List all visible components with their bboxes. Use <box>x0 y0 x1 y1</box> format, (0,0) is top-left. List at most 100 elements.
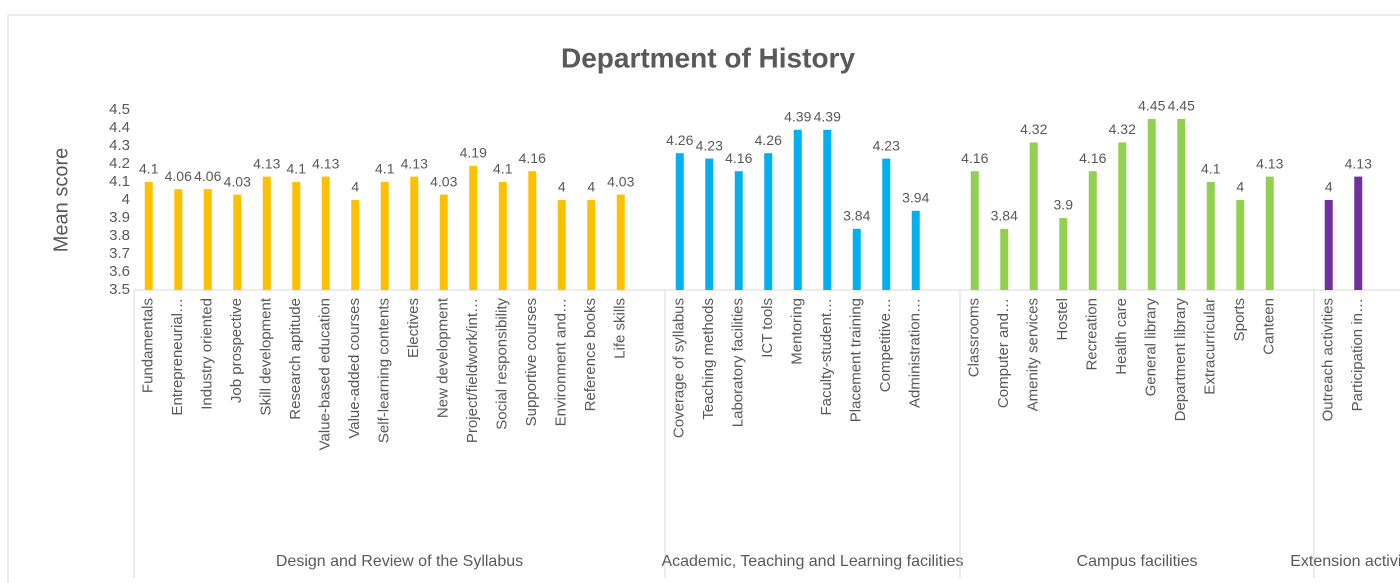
x-tick-label: Project/fieldwork/int… <box>464 298 481 443</box>
bar <box>675 153 684 290</box>
bar <box>587 200 596 290</box>
value-label: 3.94 <box>902 190 929 206</box>
bar <box>1265 176 1274 290</box>
y-tick-label: 3.8 <box>109 227 130 244</box>
x-tick-label: Supportive courses <box>523 298 540 426</box>
bar <box>262 176 271 290</box>
bar <box>1059 218 1068 290</box>
bar <box>410 176 419 290</box>
value-label: 4.39 <box>814 109 841 125</box>
bar <box>793 129 802 290</box>
y-tick-label: 4.3 <box>109 137 130 154</box>
value-label: 4.16 <box>519 150 546 166</box>
value-label: 4.16 <box>725 150 752 166</box>
value-label: 4.1 <box>287 161 307 177</box>
value-label: 4.39 <box>784 109 811 125</box>
value-label: 4 <box>1236 179 1244 195</box>
x-tick-label: Computer and… <box>995 298 1012 408</box>
bar <box>616 194 625 290</box>
value-label: 4.1 <box>375 161 395 177</box>
bar <box>734 171 743 290</box>
x-tick-label: Electives <box>405 298 422 358</box>
x-tick-label: Teaching methods <box>700 298 717 420</box>
y-tick-label: 4.5 <box>109 101 130 118</box>
bar <box>1029 142 1038 290</box>
bar <box>1118 142 1127 290</box>
bar <box>351 200 360 290</box>
value-label: 4.13 <box>312 155 339 171</box>
bar <box>882 158 891 290</box>
value-label: 4.13 <box>1256 155 1283 171</box>
bar <box>233 194 242 290</box>
bar <box>380 182 389 290</box>
value-label: 3.9 <box>1054 197 1074 213</box>
x-tick-label: Job prospective <box>228 298 245 403</box>
bar <box>1324 200 1333 290</box>
x-tick-label: New development <box>435 297 452 418</box>
x-tick-label: Faculty-student… <box>818 298 835 416</box>
x-tick-label: Classrooms <box>966 298 983 377</box>
value-label: 4.13 <box>1345 155 1372 171</box>
x-tick-label: Reference books <box>582 298 599 411</box>
bar <box>292 182 301 290</box>
y-tick-label: 4.4 <box>109 119 130 136</box>
bar <box>1000 228 1009 290</box>
value-label: 4.13 <box>401 155 428 171</box>
value-label: 4.06 <box>194 168 221 184</box>
bar <box>1236 200 1245 290</box>
group-label: Academic, Teaching and Learning faciliti… <box>661 553 963 570</box>
bar <box>174 189 183 290</box>
y-tick-label: 4.1 <box>109 173 130 190</box>
bar <box>823 129 832 290</box>
bar <box>970 171 979 290</box>
value-label: 4.1 <box>1201 161 1221 177</box>
y-tick-label: 3.6 <box>109 263 130 280</box>
bar <box>557 200 566 290</box>
value-label: 4 <box>351 179 359 195</box>
y-tick-label: 4 <box>122 191 130 208</box>
bar <box>1177 119 1186 290</box>
x-tick-label: Placement training <box>848 298 865 422</box>
x-tick-label: Hostel <box>1054 298 1071 341</box>
value-label: 4.23 <box>696 137 723 153</box>
value-label: 4.45 <box>1168 98 1195 114</box>
chart-border <box>7 14 1400 583</box>
x-tick-label: Recreation <box>1084 298 1101 371</box>
value-label: 4.13 <box>253 155 280 171</box>
bar <box>144 182 153 290</box>
bar <box>439 194 448 290</box>
x-tick-label: Amenity services <box>1025 298 1042 411</box>
value-label: 4.26 <box>755 132 782 148</box>
x-tick-label: Social responsibility <box>494 298 511 430</box>
value-label: 4.32 <box>1109 121 1136 137</box>
group-label: Extension activities <box>1290 553 1400 570</box>
y-tick-label: 3.9 <box>109 209 130 226</box>
x-tick-label: Health care <box>1113 298 1130 375</box>
bar <box>469 165 478 290</box>
value-label: 3.84 <box>991 208 1018 224</box>
value-label: 4.23 <box>873 137 900 153</box>
value-label: 4.16 <box>961 150 988 166</box>
x-tick-label: Canteen <box>1261 298 1278 355</box>
x-tick-label: Environment and… <box>553 298 570 426</box>
x-tick-label: Participation in… <box>1349 298 1366 411</box>
group-label: Campus facilities <box>1077 553 1198 570</box>
bar <box>203 189 212 290</box>
bar <box>705 158 714 290</box>
bar <box>764 153 773 290</box>
y-tick-label: 3.7 <box>109 245 130 262</box>
bar <box>1088 171 1097 290</box>
bar <box>1206 182 1215 290</box>
x-tick-label: Extracurricular <box>1202 298 1219 395</box>
value-label: 3.84 <box>843 208 870 224</box>
bar <box>1354 176 1363 290</box>
x-tick-label: Laboratory facilities <box>730 298 747 427</box>
value-label: 4.45 <box>1138 98 1165 114</box>
x-tick-label: Industry oriented <box>199 298 216 410</box>
y-tick-label: 3.5 <box>109 281 130 298</box>
value-label: 4.03 <box>430 173 457 189</box>
value-label: 4.1 <box>139 161 159 177</box>
value-label: 4.32 <box>1020 121 1047 137</box>
value-label: 4.26 <box>666 132 693 148</box>
